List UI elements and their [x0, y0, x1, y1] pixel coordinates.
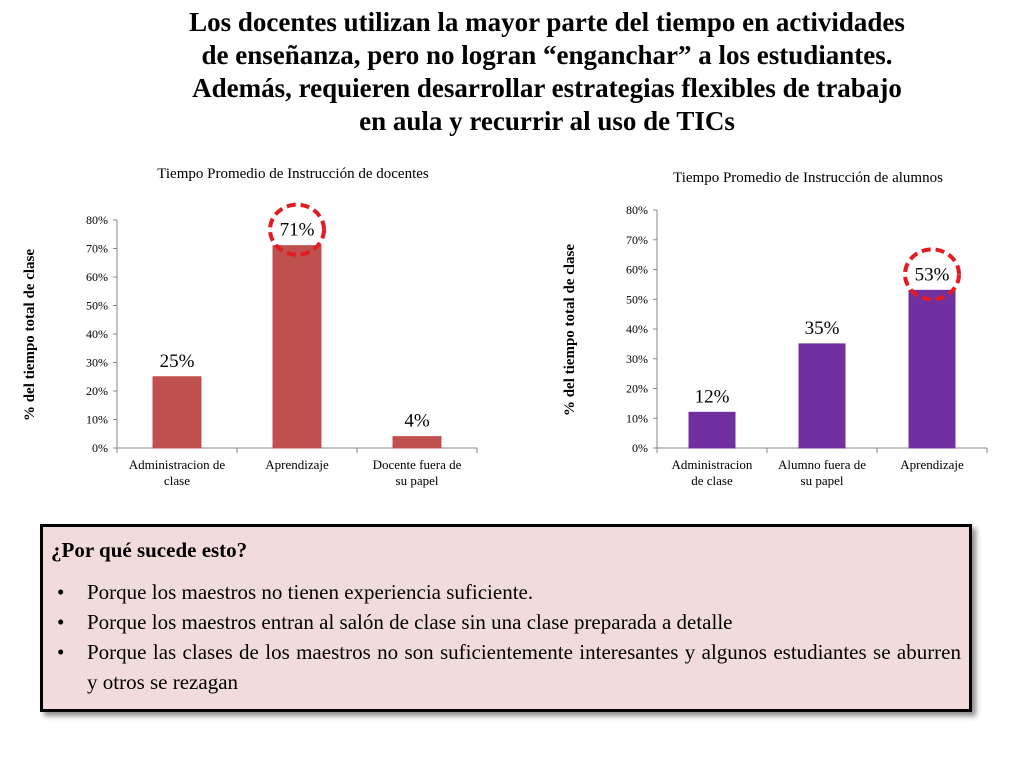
category-label: Administracion de clase — [129, 457, 226, 488]
slide-title-line: de enseñanza, pero no logran “enganchar”… — [201, 40, 893, 70]
teacher-time-chart: Tiempo Promedio de Instrucción de docent… — [20, 160, 490, 500]
y-tick-label: 0% — [632, 441, 648, 455]
callout-heading: ¿Por qué sucede esto? — [51, 538, 248, 562]
category-label-line: su papel — [396, 473, 439, 488]
teacher-time-chart-svg: Tiempo Promedio de Instrucción de docent… — [22, 166, 478, 488]
category-label-line: clase — [164, 473, 190, 488]
reason-item: • Porque las clases de los maestros no so… — [51, 637, 961, 697]
category-label-line: Alumno fuera de — [778, 457, 866, 472]
y-axis-label: % del tiempo total de clase — [22, 249, 38, 421]
y-tick-label: 20% — [626, 382, 648, 396]
slide-title: Los docentes utilizan la mayor parte del… — [80, 6, 1014, 138]
y-tick-label: 60% — [86, 270, 108, 284]
y-tick-label: 50% — [626, 292, 648, 306]
bar — [688, 411, 736, 449]
data-label: 4% — [404, 411, 430, 432]
category-label-line: Administracion de — [129, 457, 226, 472]
bar — [798, 343, 846, 449]
category-label-line: su papel — [801, 473, 844, 488]
reasons-callout-box: ¿Por qué sucede esto? • Porque los maestr… — [40, 524, 972, 712]
bar — [392, 436, 442, 449]
reason-item: • Porque los maestros no tienen experienc… — [51, 577, 961, 607]
y-tick-label: 80% — [626, 203, 648, 217]
y-tick-label: 30% — [86, 356, 108, 370]
y-tick-label: 40% — [626, 322, 648, 336]
data-label: 12% — [695, 386, 730, 407]
category-label: Administracion de clase — [672, 457, 753, 488]
y-tick-label: 0% — [92, 441, 108, 455]
reasons-list: • Porque los maestros no tienen experienc… — [51, 577, 961, 697]
bar — [272, 245, 322, 449]
category-label-line: Administracion — [672, 457, 753, 472]
reason-text: Porque los maestros no tienen experienci… — [87, 580, 534, 604]
y-tick-label: 10% — [86, 413, 108, 427]
category-label: Alumno fuera de su papel — [778, 457, 866, 488]
bullet-icon: • — [57, 580, 65, 604]
student-time-chart-svg: Tiempo Promedio de Instrucción de alumno… — [562, 170, 988, 488]
y-tick-label: 30% — [626, 352, 648, 366]
bullet-icon: • — [57, 610, 65, 634]
category-label: Aprendizaje — [265, 457, 329, 472]
y-tick-label: 40% — [86, 327, 108, 341]
data-label: 71% — [280, 220, 315, 241]
y-tick-label: 20% — [86, 384, 108, 398]
chart-title: Tiempo Promedio de Instrucción de docent… — [157, 166, 429, 182]
data-label: 53% — [915, 264, 950, 285]
bar — [908, 289, 956, 449]
data-label: 25% — [160, 351, 195, 372]
highlight-circle — [903, 247, 961, 302]
slide-title-line: Además, requieren desarrollar estrategia… — [192, 73, 902, 103]
y-tick-label: 50% — [86, 299, 108, 313]
highlight-circle — [268, 202, 326, 257]
category-label-line: Aprendizaje — [900, 457, 964, 472]
y-axis-label: % del tiempo total de clase — [562, 244, 578, 416]
chart-title: Tiempo Promedio de Instrucción de alumno… — [673, 170, 943, 186]
reason-text: Porque los maestros entran al salón de c… — [87, 610, 733, 634]
y-tick-label: 60% — [626, 263, 648, 277]
category-label: Aprendizaje — [900, 457, 964, 472]
bar — [152, 376, 202, 449]
y-tick-label: 80% — [86, 213, 108, 227]
y-tick-label: 10% — [626, 411, 648, 425]
bullet-icon: • — [57, 640, 65, 664]
category-label: Docente fuera de su papel — [373, 457, 462, 488]
category-label-line: de clase — [691, 473, 733, 488]
reason-text: Porque las clases de los maestros no son… — [87, 640, 961, 694]
data-label: 35% — [805, 318, 840, 339]
y-tick-label: 70% — [86, 242, 108, 256]
reason-item: • Porque los maestros entran al salón de … — [51, 607, 961, 637]
student-time-chart: Tiempo Promedio de Instrucción de alumno… — [560, 160, 1000, 500]
slide-title-line: en aula y recurrir al uso de TICs — [359, 106, 735, 136]
category-label-line: Aprendizaje — [265, 457, 329, 472]
category-label-line: Docente fuera de — [373, 457, 462, 472]
y-tick-label: 70% — [626, 233, 648, 247]
slide-title-line: Los docentes utilizan la mayor parte del… — [189, 7, 905, 37]
